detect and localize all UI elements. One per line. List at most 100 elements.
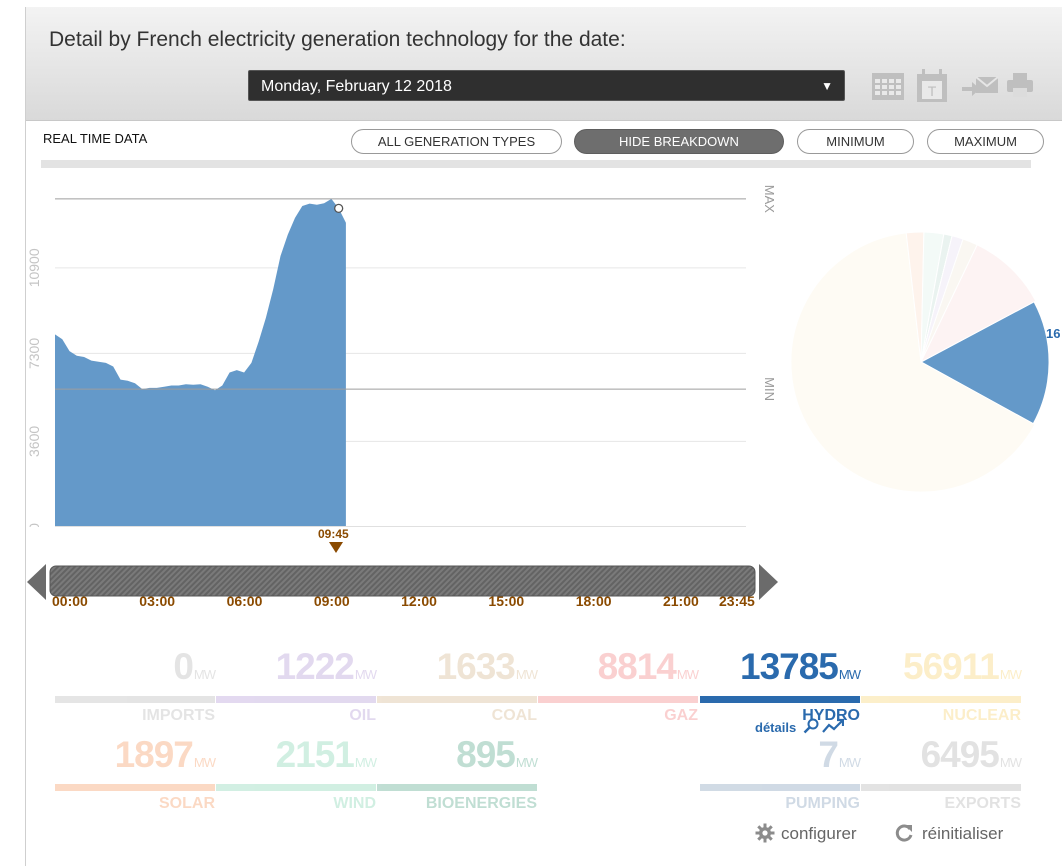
stat-label: OIL <box>349 707 376 724</box>
generation-pie-chart: 16 <box>790 231 1060 493</box>
stat-color-bar <box>861 784 1021 791</box>
stat-nuclear[interactable]: 56911MW NUCLEAR <box>861 646 1022 725</box>
date-value: Monday, February 12 2018 <box>261 78 452 95</box>
stat-bioenergies[interactable]: 895MW BIOENERGIES <box>377 734 538 813</box>
min-label: MIN <box>762 377 777 401</box>
stat-number: 895 <box>456 734 516 775</box>
cursor-time: 09:45 <box>318 527 349 541</box>
stat-solar[interactable]: 1897MW SOLAR <box>55 736 216 813</box>
stat-number: 56911 <box>903 646 1000 687</box>
cursor-marker-icon[interactable] <box>329 542 343 553</box>
stat-value: 1633MW <box>377 646 538 694</box>
search-icon[interactable] <box>803 718 819 734</box>
all-generation-types-button[interactable]: ALL GENERATION TYPES <box>351 129 562 154</box>
slider-track[interactable] <box>49 565 756 597</box>
stat-unit: MW <box>838 667 861 682</box>
stat-value: 0MW <box>55 646 216 694</box>
x-tick-label: 00:00 <box>52 593 88 609</box>
stat-number: 13785 <box>740 646 839 687</box>
pie-slice-hydro <box>919 301 1050 425</box>
maximum-button[interactable]: MAXIMUM <box>927 129 1044 154</box>
stat-imports[interactable]: 0MW IMPORTS <box>55 646 216 725</box>
y-tick-label: 10900 <box>26 248 42 287</box>
stat-wind[interactable]: 2151MW WIND <box>216 734 377 813</box>
stat-number: 1222 <box>275 646 355 687</box>
stat-label: NUCLEAR <box>942 707 1021 724</box>
hide-breakdown-button[interactable]: HIDE BREAKDOWN <box>574 129 784 154</box>
date-select[interactable]: Monday, February 12 2018 ▼ <box>248 70 845 101</box>
stat-coal[interactable]: 1633MW COAL <box>377 646 538 725</box>
stat-number: 8814 <box>597 646 677 687</box>
stat-value: 1897MW <box>55 736 216 782</box>
pie-slice-nuclear <box>790 232 1036 493</box>
pie-slice-gaz <box>919 244 1037 364</box>
stat-label: SOLAR <box>159 795 215 812</box>
stat-label: IMPORTS <box>142 707 215 724</box>
print-icon[interactable] <box>1006 69 1034 101</box>
y-tick-label: 0 <box>26 523 42 527</box>
x-tick-label: 12:00 <box>401 593 437 609</box>
share-mail-icon[interactable] <box>960 69 1000 101</box>
stat-label: COAL <box>491 707 537 724</box>
y-tick-label: 3600 <box>26 426 42 457</box>
stat-color-bar <box>700 784 860 791</box>
reset-label: réinitialiser <box>922 824 1004 843</box>
pie-highlight-label: 16 <box>1046 326 1060 341</box>
time-slider[interactable] <box>26 552 786 612</box>
calendar-icon[interactable] <box>871 69 905 101</box>
stat-color-bar <box>377 784 537 791</box>
slider-left-arrow-icon[interactable] <box>27 564 46 600</box>
stat-oil[interactable]: 1222MW OIL <box>216 646 377 725</box>
x-tick-label: 09:00 <box>313 593 350 609</box>
calendar-day-icon[interactable]: T <box>915 69 949 102</box>
max-label: MAX <box>762 185 777 214</box>
stat-color-bar <box>861 696 1021 703</box>
stat-number: 0 <box>173 646 194 687</box>
configure-label: configurer <box>781 824 857 843</box>
stat-unit: MW <box>999 755 1022 770</box>
stat-color-bar <box>55 784 215 791</box>
stat-unit: MW <box>999 667 1022 682</box>
stat-hydro[interactable]: 13785MW HYDRO <box>700 646 861 725</box>
stat-pumping[interactable]: 7MW PUMPING <box>700 734 861 813</box>
hydro-area <box>55 198 346 527</box>
x-tick-label: 15:00 <box>488 593 525 609</box>
stat-number: 1633 <box>436 646 516 687</box>
stat-unit: MW <box>838 755 861 770</box>
header: Detail by French electricity generation … <box>26 7 1062 121</box>
stat-color-bar <box>700 696 860 703</box>
stat-label: BIOENERGIES <box>425 795 537 812</box>
stat-value: 2151MW <box>216 734 377 782</box>
x-tick-label: 23:45 <box>719 593 755 609</box>
stat-gaz[interactable]: 8814MW GAZ <box>538 646 699 725</box>
stat-exports[interactable]: 6495MW EXPORTS <box>861 734 1022 813</box>
minimum-button[interactable]: MINIMUM <box>797 129 914 154</box>
stat-value: 895MW <box>377 734 538 782</box>
stat-unit: MW <box>193 755 216 770</box>
details-label: détails <box>755 720 797 735</box>
stat-label: PUMPING <box>785 795 860 812</box>
configure-button[interactable]: configurer <box>755 823 857 844</box>
reset-button[interactable]: réinitialiser <box>894 823 1003 844</box>
stat-color-bar <box>55 696 215 703</box>
x-tick-label: 18:00 <box>575 593 612 609</box>
stat-unit: MW <box>515 667 538 682</box>
header-title: Detail by French electricity generation … <box>49 28 626 51</box>
stat-number: 2151 <box>275 734 355 775</box>
slider-right-arrow-icon[interactable] <box>759 564 778 600</box>
stat-number: 7 <box>818 734 839 775</box>
stat-value: 1222MW <box>216 646 377 694</box>
stat-color-bar <box>216 784 376 791</box>
stat-label: GAZ <box>664 707 698 724</box>
chevron-down-icon: ▼ <box>821 79 833 93</box>
stat-label: WIND <box>333 795 376 812</box>
stat-unit: MW <box>354 667 377 682</box>
trend-icon[interactable] <box>822 718 845 734</box>
details-link[interactable]: détails <box>755 718 845 735</box>
stat-value: 6495MW <box>861 734 1022 782</box>
stat-value: 8814MW <box>538 646 699 694</box>
svg-text:T: T <box>928 83 937 99</box>
stat-number: 6495 <box>920 734 1000 775</box>
hydro-area-chart[interactable]: 0 3600 7300 10900 MAX MIN <box>26 167 786 527</box>
stat-color-bar <box>377 696 537 703</box>
